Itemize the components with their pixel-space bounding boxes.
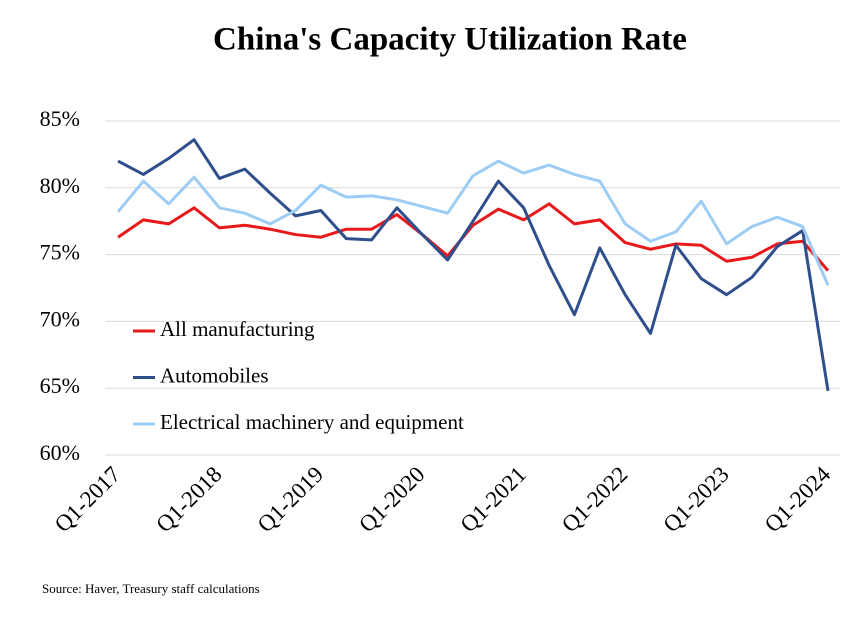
x-tick-label: Q1-2022 [557,462,633,538]
legend-label: All manufacturing [160,317,315,341]
x-tick-label: Q1-2021 [455,462,531,538]
x-tick-label: Q1-2023 [658,462,734,538]
x-tick-label: Q1-2018 [151,462,227,538]
x-tick-label: Q1-2017 [50,462,126,538]
y-tick-label: 70% [40,306,80,331]
y-tick-label: 80% [40,173,80,198]
y-tick-label: 85% [40,106,80,131]
x-tick-label: Q1-2020 [354,462,430,538]
series-line [117,202,830,272]
legend-label: Automobiles [160,363,269,387]
y-tick-label: 60% [40,440,80,465]
y-tick-label: 65% [40,373,80,398]
chart-title: China's Capacity Utilization Rate [213,22,687,58]
y-tick-label: 75% [40,240,80,265]
legend-label: Electrical machinery and equipment [160,410,464,434]
x-tick-label: Q1-2019 [253,462,329,538]
series-line [117,138,830,392]
series-line [116,159,830,286]
x-tick-label: Q1-2024 [760,461,836,537]
source-note: Source: Haver, Treasury staff calculatio… [42,581,260,596]
